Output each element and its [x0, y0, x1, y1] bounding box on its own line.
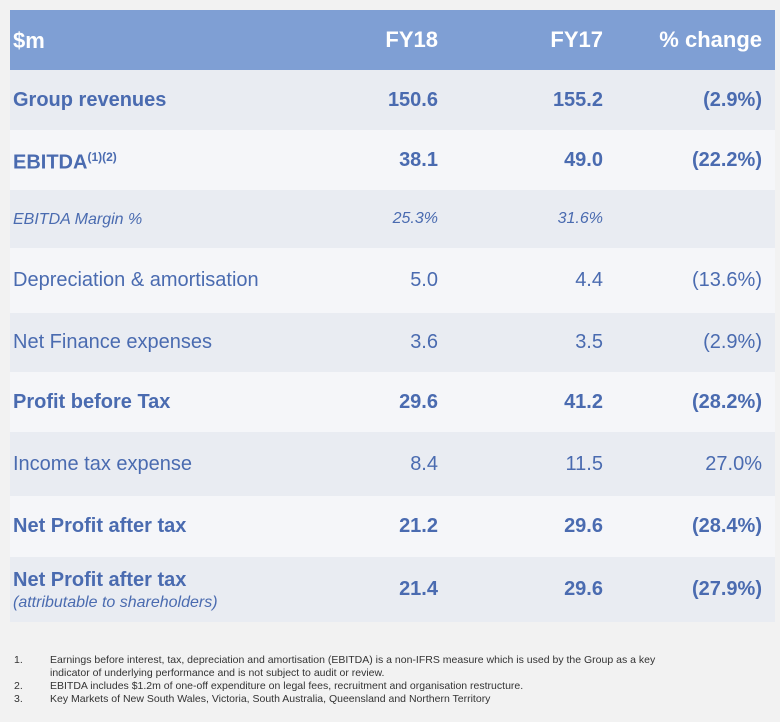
- superscript: (1)(2): [87, 149, 117, 164]
- value-cell: 11.5: [565, 452, 603, 475]
- value-cell: 3.5: [575, 331, 603, 353]
- sublabel: (attributable to shareholders): [13, 594, 218, 611]
- row-label: Depreciation & amortisation: [13, 248, 313, 313]
- row-label: Net Profit after tax (attributable to sha…: [13, 557, 313, 622]
- value-cell: (28.2%): [691, 390, 762, 413]
- table-row: Income tax expense 8.4 11.5 27.0%: [10, 432, 775, 496]
- label: Profit before Tax: [13, 390, 171, 413]
- table-row: Group revenues 150.6 155.2 (2.9%): [10, 70, 775, 130]
- label: Net Finance expenses: [13, 331, 213, 353]
- value-cell: 27.0%: [705, 452, 762, 475]
- row-label: EBITDA(1)(2): [13, 130, 313, 190]
- table-row: EBITDA Margin % 25.3% 31.6%: [10, 190, 775, 248]
- value-cell: (22.2%): [691, 148, 762, 171]
- label-text: Income tax expense: [13, 451, 192, 478]
- row-label: Net Finance expenses: [13, 313, 313, 372]
- footnote: 1. Earnings before interest, tax, depreci…: [14, 654, 694, 680]
- value-cell: (13.6%): [691, 269, 762, 291]
- table-row: Net Finance expenses 3.6 3.5 (2.9%): [10, 313, 775, 372]
- value-cell: 38.1: [399, 148, 438, 171]
- footnote-text: EBITDA includes $1.2m of one-off expendi…: [50, 680, 524, 692]
- label-text: Net Finance expenses: [13, 329, 212, 356]
- table-row: Net Profit after tax (attributable to sha…: [10, 557, 775, 622]
- value-cell: 3.6: [410, 331, 438, 353]
- row-label: EBITDA Margin %: [13, 190, 313, 248]
- footnote: 3. Key Markets of New South Wales, Victor…: [14, 693, 694, 706]
- label-text: Net Profit after tax: [13, 567, 186, 594]
- value-cell: 41.2: [564, 390, 603, 413]
- label-text: EBITDA Margin %: [13, 206, 142, 233]
- table-row: Profit before Tax 29.6 41.2 (28.2%): [10, 372, 775, 432]
- row-label: Profit before Tax: [13, 372, 313, 432]
- value-cell: 5.0: [410, 269, 438, 291]
- value-cell: 29.6: [564, 515, 603, 537]
- value-cell: (27.9%): [691, 578, 762, 600]
- table-row: EBITDA(1)(2) 38.1 49.0 (22.2%): [10, 130, 775, 190]
- value-cell: 31.6%: [557, 210, 603, 227]
- label: Depreciation & amortisation: [13, 269, 259, 291]
- label-text: Profit before Tax: [13, 389, 170, 416]
- value-cell: 21.2: [399, 515, 438, 537]
- header-cell: $m: [13, 27, 45, 53]
- header-row: $m FY18 FY17 % change: [10, 10, 775, 70]
- label: Group revenues: [13, 88, 167, 111]
- footnote: 2. EBITDA includes $1.2m of one-off expen…: [14, 680, 694, 693]
- value-cell: 25.3%: [392, 210, 438, 227]
- value-cell: 29.6: [399, 390, 438, 413]
- label: EBITDA: [13, 151, 88, 174]
- value-cell: 150.6: [387, 88, 438, 111]
- label-text: Depreciation & amortisation: [13, 267, 259, 294]
- value-cell: (28.4%): [691, 515, 762, 537]
- label-text: Net Profit after tax: [13, 513, 186, 540]
- table-row: Depreciation & amortisation 5.0 4.4 (13.6%): [10, 248, 775, 313]
- label-text: Group revenues: [13, 87, 166, 114]
- value-cell: 29.6: [564, 578, 603, 600]
- footnote-number: 2.: [14, 680, 23, 692]
- row-label: Income tax expense: [13, 432, 313, 496]
- table-row: Net Profit after tax 21.2 29.6 (28.4%): [10, 496, 775, 557]
- label: Net Profit after tax: [13, 515, 187, 537]
- header-cell: % change: [659, 27, 762, 52]
- value-cell: 4.4: [575, 269, 603, 291]
- footnotes: 1. Earnings before interest, tax, depreci…: [14, 654, 694, 706]
- row-label: Net Profit after tax: [13, 496, 313, 557]
- footnote-text: Key Markets of New South Wales, Victoria…: [50, 693, 491, 705]
- label-text: EBITDA(1)(2): [13, 144, 117, 177]
- value-cell: 155.2: [552, 88, 603, 111]
- label: Income tax expense: [13, 452, 192, 475]
- header-cell: FY17: [550, 27, 603, 52]
- header-cell: FY18: [385, 27, 438, 52]
- value-cell: 8.4: [410, 452, 438, 475]
- row-label: Group revenues: [13, 70, 313, 130]
- value-cell: (2.9%): [703, 331, 762, 353]
- value-cell: (2.9%): [703, 88, 762, 111]
- value-cell: 21.4: [399, 578, 438, 600]
- footnote-number: 3.: [14, 693, 23, 705]
- footnote-text: Earnings before interest, tax, depreciat…: [50, 654, 656, 679]
- value-cell: 49.0: [564, 148, 603, 171]
- label: Net Profit after tax: [13, 569, 187, 591]
- label: EBITDA Margin %: [13, 210, 143, 228]
- footnote-number: 1.: [14, 654, 23, 666]
